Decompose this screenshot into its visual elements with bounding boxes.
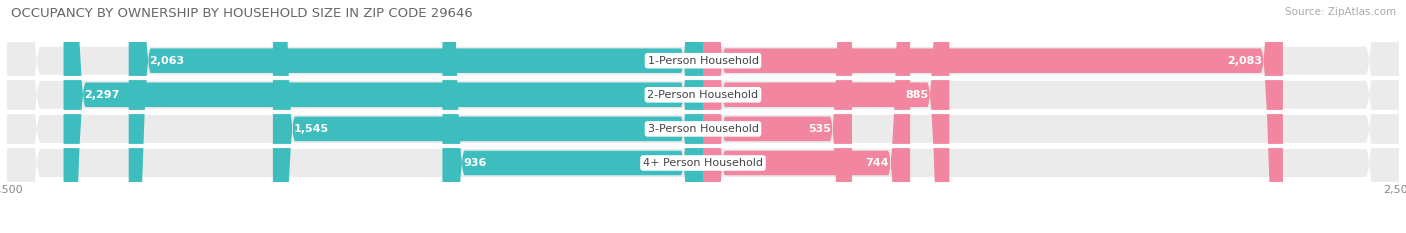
- FancyBboxPatch shape: [273, 0, 703, 233]
- Text: 3-Person Household: 3-Person Household: [648, 124, 758, 134]
- Text: Source: ZipAtlas.com: Source: ZipAtlas.com: [1285, 7, 1396, 17]
- Text: OCCUPANCY BY OWNERSHIP BY HOUSEHOLD SIZE IN ZIP CODE 29646: OCCUPANCY BY OWNERSHIP BY HOUSEHOLD SIZE…: [11, 7, 472, 20]
- Text: 535: 535: [808, 124, 831, 134]
- FancyBboxPatch shape: [703, 0, 1282, 233]
- FancyBboxPatch shape: [703, 0, 949, 233]
- FancyBboxPatch shape: [703, 0, 852, 233]
- Text: 2-Person Household: 2-Person Household: [647, 90, 759, 100]
- FancyBboxPatch shape: [7, 0, 1399, 233]
- FancyBboxPatch shape: [63, 0, 703, 233]
- Text: 2,083: 2,083: [1227, 56, 1263, 66]
- Text: 885: 885: [905, 90, 928, 100]
- FancyBboxPatch shape: [7, 0, 1399, 233]
- Text: 1-Person Household: 1-Person Household: [648, 56, 758, 66]
- Text: 2,063: 2,063: [149, 56, 184, 66]
- Text: 1,545: 1,545: [294, 124, 329, 134]
- FancyBboxPatch shape: [703, 0, 910, 233]
- Text: 2,297: 2,297: [84, 90, 120, 100]
- Text: 936: 936: [464, 158, 486, 168]
- FancyBboxPatch shape: [443, 0, 703, 233]
- Text: 4+ Person Household: 4+ Person Household: [643, 158, 763, 168]
- FancyBboxPatch shape: [129, 0, 703, 233]
- Text: 744: 744: [866, 158, 889, 168]
- FancyBboxPatch shape: [7, 0, 1399, 233]
- FancyBboxPatch shape: [7, 0, 1399, 233]
